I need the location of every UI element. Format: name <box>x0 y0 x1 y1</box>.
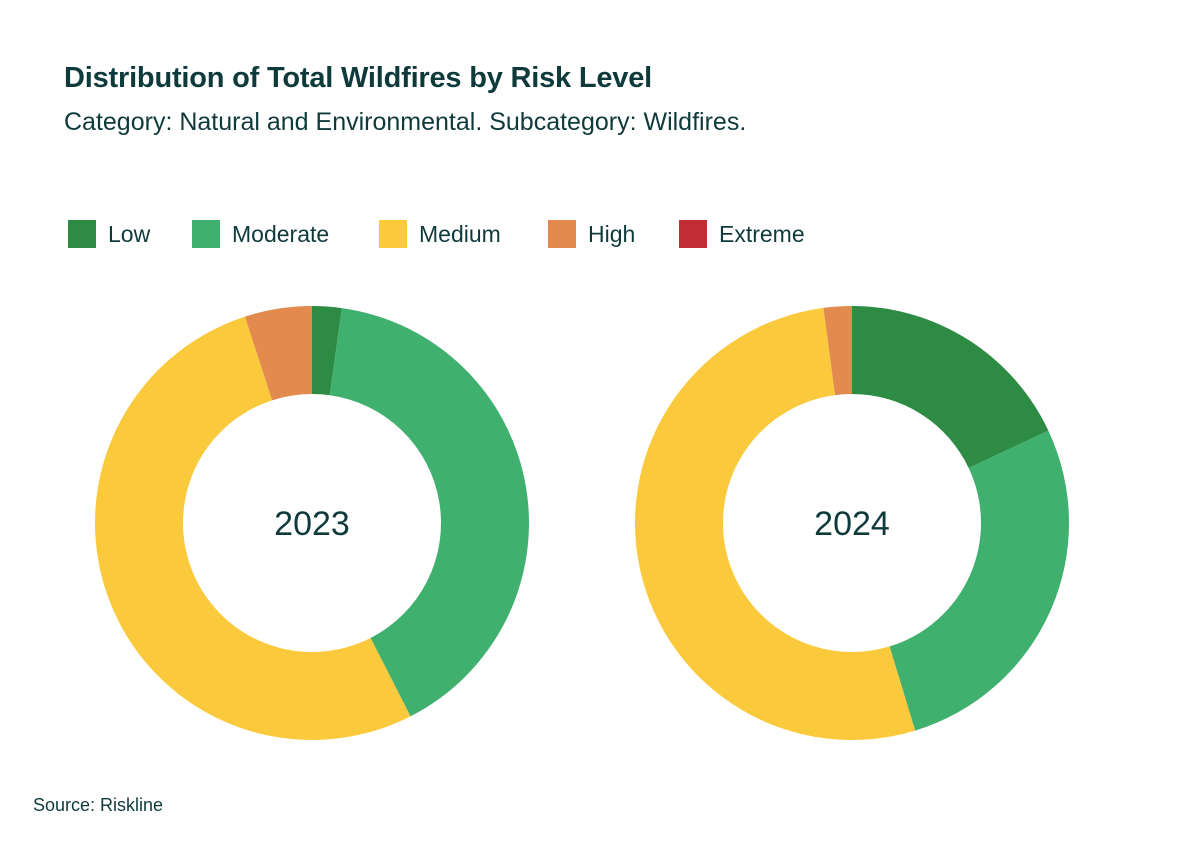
slice-2023-high <box>244 306 312 401</box>
source-note: Source: Riskline <box>33 795 164 815</box>
slice-2024-moderate <box>889 430 1069 731</box>
chart-subtitle: Category: Natural and Environmental. Sub… <box>64 108 747 136</box>
legend-swatch-moderate <box>192 220 220 248</box>
legend-item-high: High <box>548 219 635 249</box>
slice-2024-medium <box>634 307 916 740</box>
slice-2023-low <box>312 306 342 396</box>
slice-2024-low <box>852 306 1049 469</box>
legend-item-low: Low <box>68 219 150 249</box>
legend-label-medium: Medium <box>419 220 501 247</box>
legend-item-moderate: Moderate <box>192 219 329 249</box>
slice-2023-medium <box>94 316 411 741</box>
legend-item-medium: Medium <box>379 219 501 249</box>
donut-center-label-2023: 2023 <box>274 505 350 543</box>
slice-2024-high <box>823 306 852 396</box>
legend-swatch-high <box>548 220 576 248</box>
legend-item-extreme: Extreme <box>679 219 805 249</box>
donut-chart-2024: 2024 <box>634 306 1069 740</box>
chart-title: Distribution of Total Wildfires by Risk … <box>64 62 652 94</box>
legend-label-moderate: Moderate <box>232 220 330 247</box>
slice-2023-moderate <box>329 308 529 717</box>
legend-label-extreme: Extreme <box>719 220 805 247</box>
legend-label-high: High <box>588 220 636 247</box>
donut-center-label-2024: 2024 <box>814 505 890 543</box>
legend-swatch-low <box>68 220 96 248</box>
legend-swatch-medium <box>379 220 407 248</box>
legend-label-low: Low <box>108 220 151 247</box>
donut-chart-2023: 2023 <box>94 306 529 741</box>
legend-swatch-extreme <box>679 220 707 248</box>
